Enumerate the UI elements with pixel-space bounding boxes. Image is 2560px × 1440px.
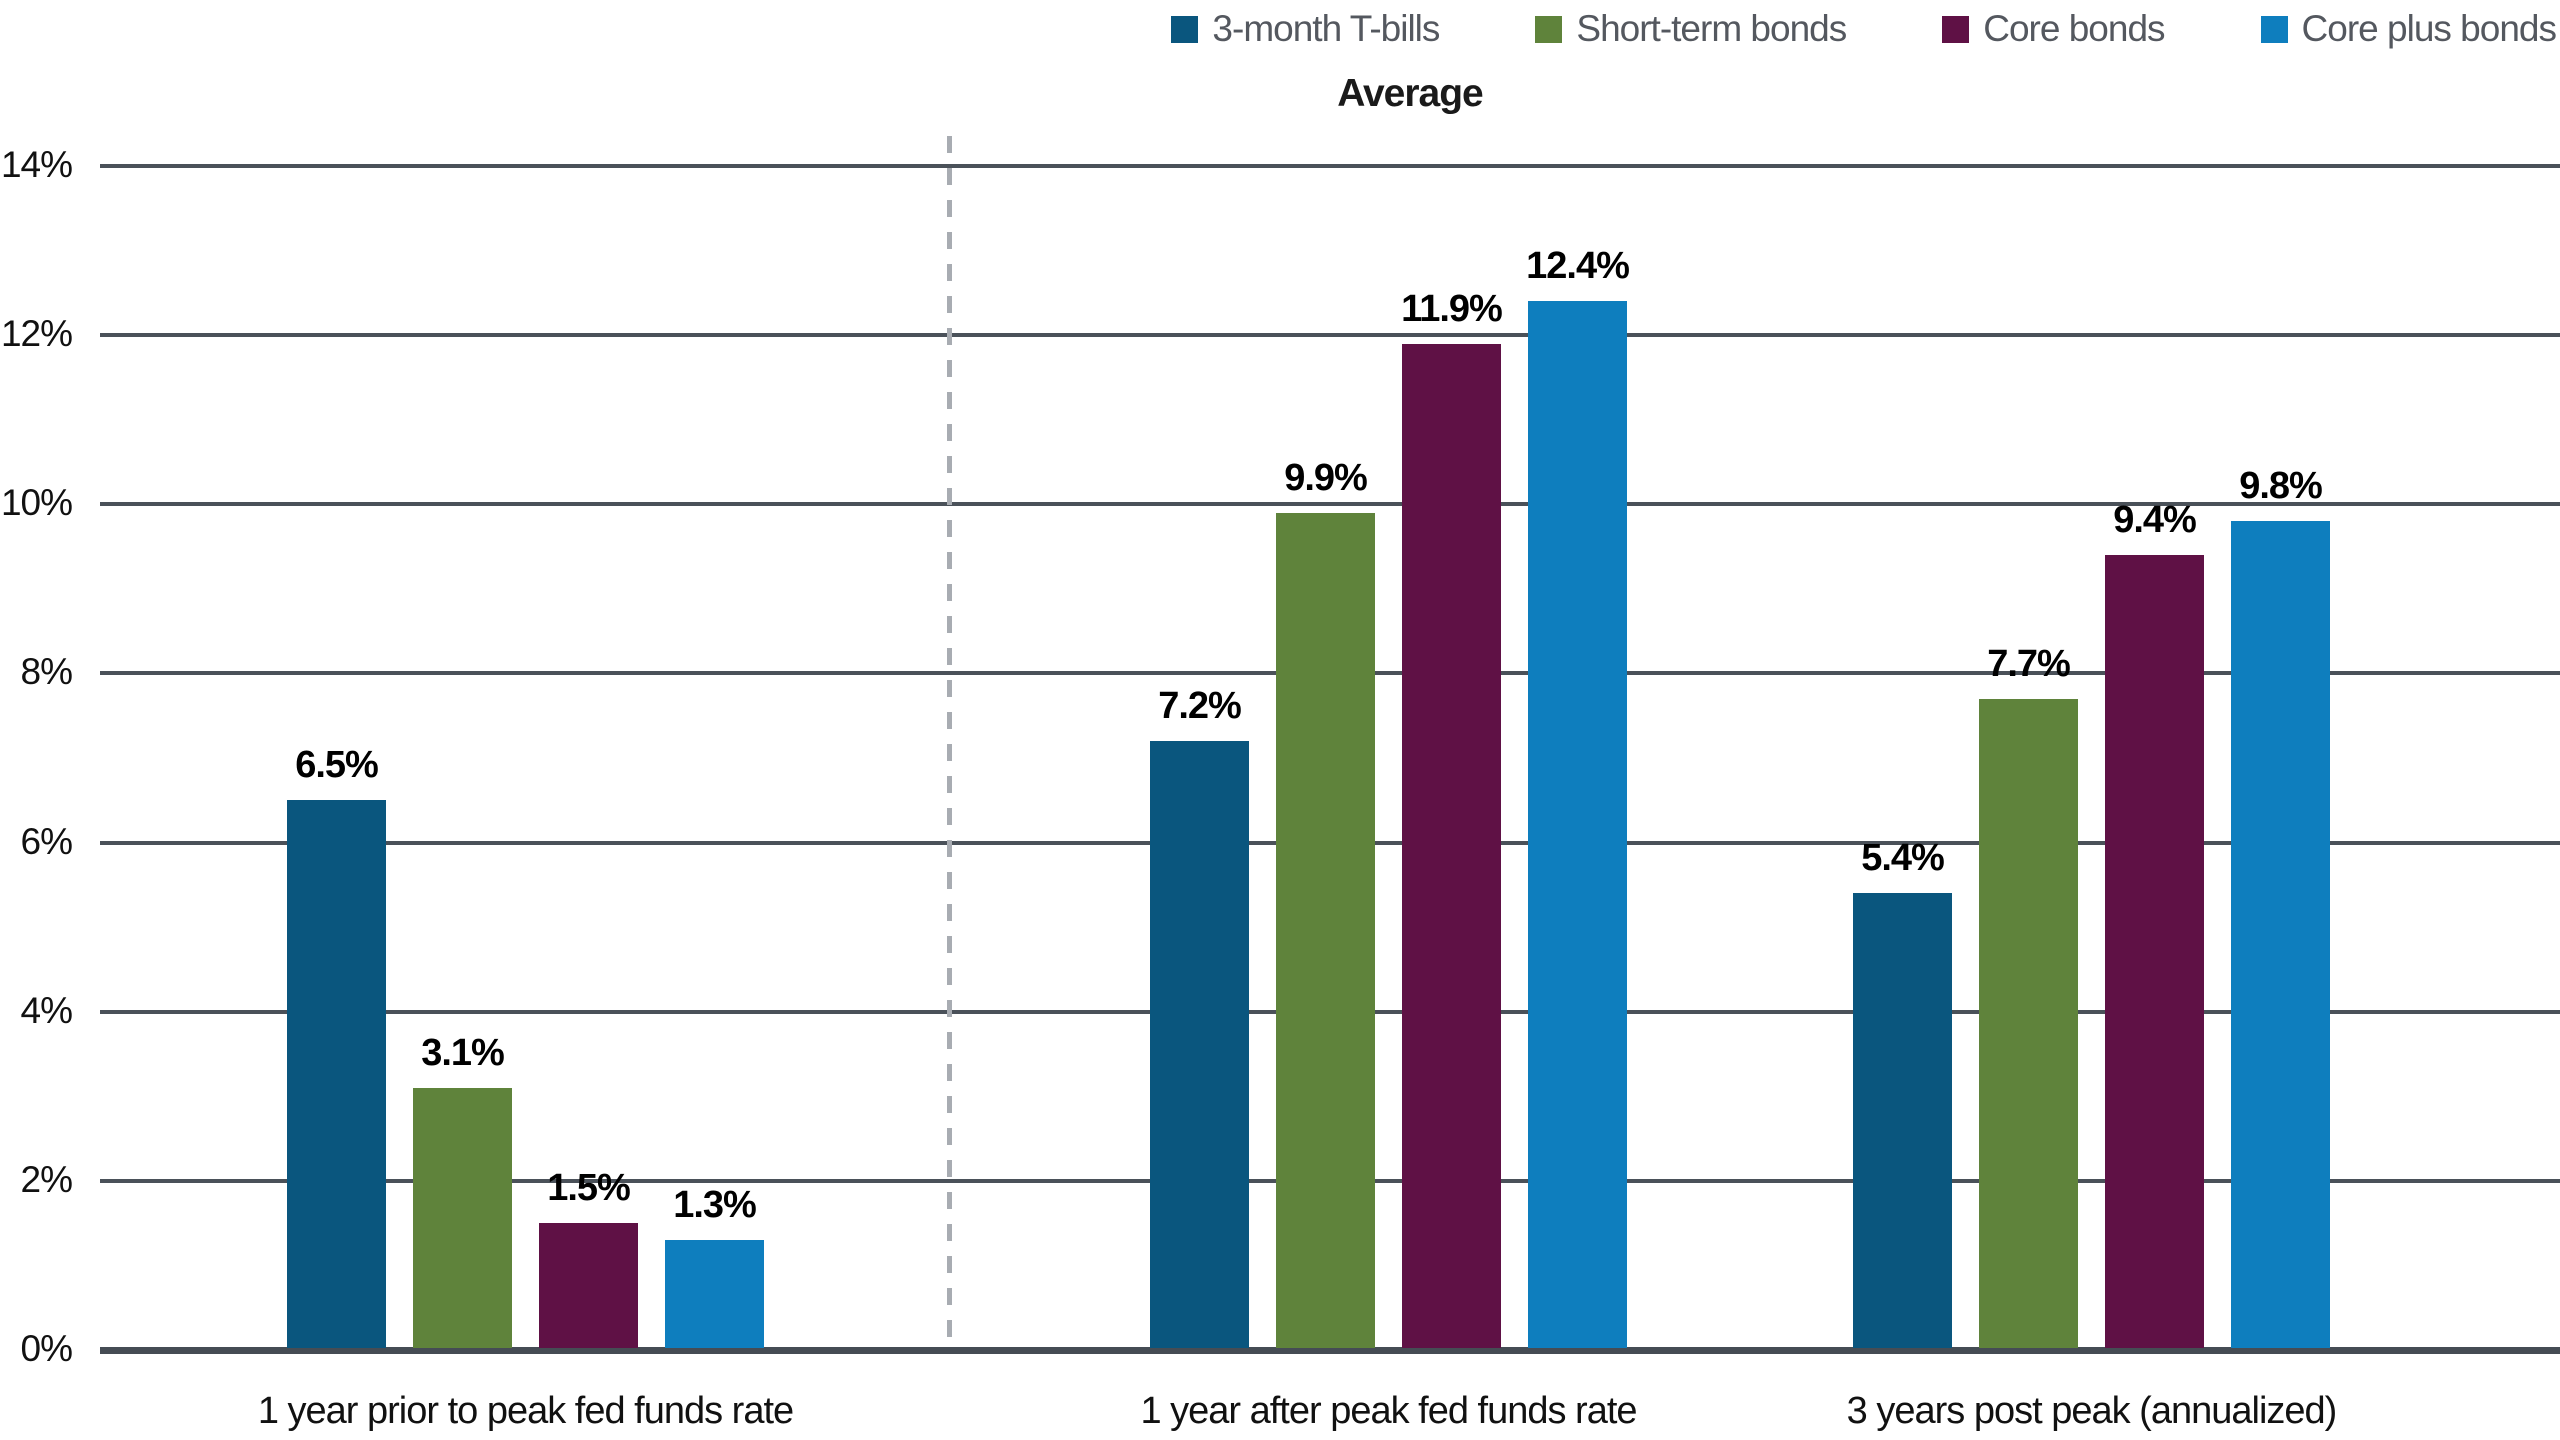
bar: [413, 1087, 512, 1348]
legend-label: Core bonds: [1983, 8, 2165, 49]
legend-swatch-icon: [1171, 15, 1199, 43]
bar: [1979, 698, 2078, 1348]
bar: [1150, 741, 1249, 1348]
category-label: 3 years post peak (annualized): [1846, 1390, 2338, 1432]
category-label: 1 year after peak fed funds rate: [1140, 1390, 1637, 1432]
x-axis-line: [100, 1347, 2560, 1354]
bar-value-label: 1.5%: [547, 1167, 631, 1210]
chart-legend: 3-month T-bills Short-term bonds Core bond…: [1171, 8, 2557, 50]
gridline: [100, 164, 2560, 168]
legend-item: Core plus bonds: [2260, 8, 2557, 50]
legend-item: Short-term bonds: [1535, 8, 1847, 50]
legend-swatch-icon: [1535, 15, 1563, 43]
y-axis-tick-label: 6%: [20, 820, 73, 862]
bar-value-label: 3.1%: [421, 1031, 505, 1074]
y-axis-tick-label: 14%: [0, 144, 73, 185]
y-axis-tick-label: 8%: [20, 651, 73, 693]
legend-item: Core bonds: [1942, 8, 2166, 50]
legend-swatch-icon: [1942, 15, 1970, 43]
legend-swatch-icon: [2260, 15, 2288, 43]
bar: [1528, 301, 1627, 1348]
bar-value-label: 6.5%: [295, 744, 379, 787]
bar-value-label: 12.4%: [1526, 245, 1630, 288]
bar-value-label: 1.3%: [673, 1184, 757, 1227]
separator-dashed-line: [947, 136, 952, 1350]
legend-item: 3-month T-bills: [1171, 8, 1440, 50]
legend-label: 3-month T-bills: [1212, 8, 1440, 49]
y-axis-tick-label: 4%: [20, 989, 73, 1031]
chart-title: Average: [1337, 72, 1483, 115]
bar-value-label: 7.2%: [1158, 685, 1242, 728]
bar: [1402, 343, 1501, 1348]
bar: [539, 1223, 638, 1348]
y-axis-tick-label: 0%: [20, 1328, 73, 1369]
bar: [1276, 512, 1375, 1348]
gridline: [100, 502, 2560, 507]
bar: [2105, 555, 2204, 1348]
bar: [2231, 521, 2330, 1348]
legend-label: Short-term bonds: [1576, 8, 1847, 49]
bar-value-label: 9.9%: [1284, 456, 1368, 499]
bar-value-label: 9.8%: [2239, 465, 2323, 508]
bar-value-label: 11.9%: [1401, 287, 1503, 330]
bar: [665, 1240, 764, 1348]
gridline: [100, 333, 2560, 338]
bar-value-label: 7.7%: [1987, 642, 2071, 685]
y-axis-tick-label: 2%: [20, 1158, 73, 1200]
y-axis-tick-label: 12%: [0, 313, 73, 355]
bar-value-label: 9.4%: [2113, 499, 2197, 542]
category-label: 1 year prior to peak fed funds rate: [257, 1390, 794, 1432]
y-axis-tick-label: 10%: [0, 482, 73, 524]
legend-label: Core plus bonds: [2301, 8, 2557, 49]
bar: [287, 800, 386, 1348]
bar: [1853, 893, 1952, 1348]
bar-value-label: 5.4%: [1861, 837, 1945, 880]
